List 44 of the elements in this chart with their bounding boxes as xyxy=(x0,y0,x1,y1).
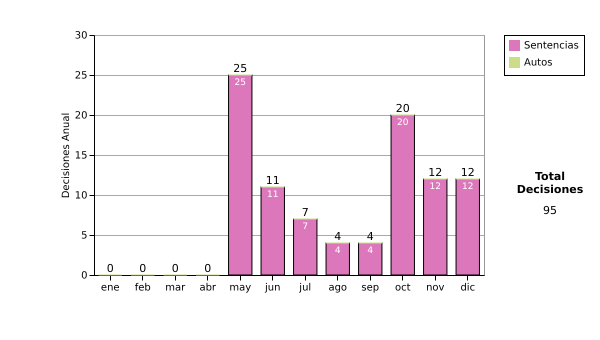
legend-label: Sentencias xyxy=(524,40,579,52)
total-label: 11 xyxy=(266,174,280,187)
data-label: 12 xyxy=(462,182,474,192)
total-label: 20 xyxy=(396,102,410,115)
data-label: 12 xyxy=(430,182,441,192)
y-axis-title: Decisiones Anual xyxy=(60,112,72,198)
y-tick-label: 30 xyxy=(74,30,88,42)
x-tick-label: ago xyxy=(328,282,348,294)
total-label: 4 xyxy=(366,230,374,243)
total-label: 0 xyxy=(106,262,114,275)
y-tick-label: 5 xyxy=(81,230,88,242)
x-tick-label: sep xyxy=(361,282,380,294)
total-label: 0 xyxy=(172,262,179,275)
y-tick-label: 10 xyxy=(74,190,88,202)
x-tick-label: jul xyxy=(298,282,312,294)
x-tick-label: jun xyxy=(264,282,280,294)
total-label: 7 xyxy=(302,206,309,219)
data-label: 4 xyxy=(367,246,374,256)
total-label: 25 xyxy=(233,62,248,75)
x-tick-label: may xyxy=(229,282,252,294)
data-label: 7 xyxy=(302,222,308,232)
x-tick-label: dic xyxy=(460,282,476,294)
x-tick-label: abr xyxy=(199,282,217,294)
y-tick-label: 20 xyxy=(74,110,88,122)
text: Total Decisiones xyxy=(516,170,584,196)
data-label: 4 xyxy=(334,246,341,256)
total-label: 0 xyxy=(204,262,212,275)
x-tick-label: mar xyxy=(165,282,186,294)
x-tick-label: nov xyxy=(426,282,445,294)
x-tick-label: oct xyxy=(394,282,411,294)
total-label: 12 xyxy=(428,166,442,179)
y-tick-label: 25 xyxy=(74,70,88,82)
text: 95 xyxy=(542,204,558,217)
total-label: 0 xyxy=(139,262,146,275)
x-tick-label: ene xyxy=(100,282,120,294)
data-label: 25 xyxy=(234,78,246,88)
legend-label: Autos xyxy=(524,58,552,68)
data-label: 20 xyxy=(397,118,409,128)
y-tick-label: 15 xyxy=(74,150,88,162)
y-tick-label: 0 xyxy=(81,270,88,282)
total-label: 4 xyxy=(334,230,342,243)
x-tick-label: feb xyxy=(134,282,151,294)
total-label: 12 xyxy=(460,166,475,179)
data-label: 11 xyxy=(267,190,278,200)
